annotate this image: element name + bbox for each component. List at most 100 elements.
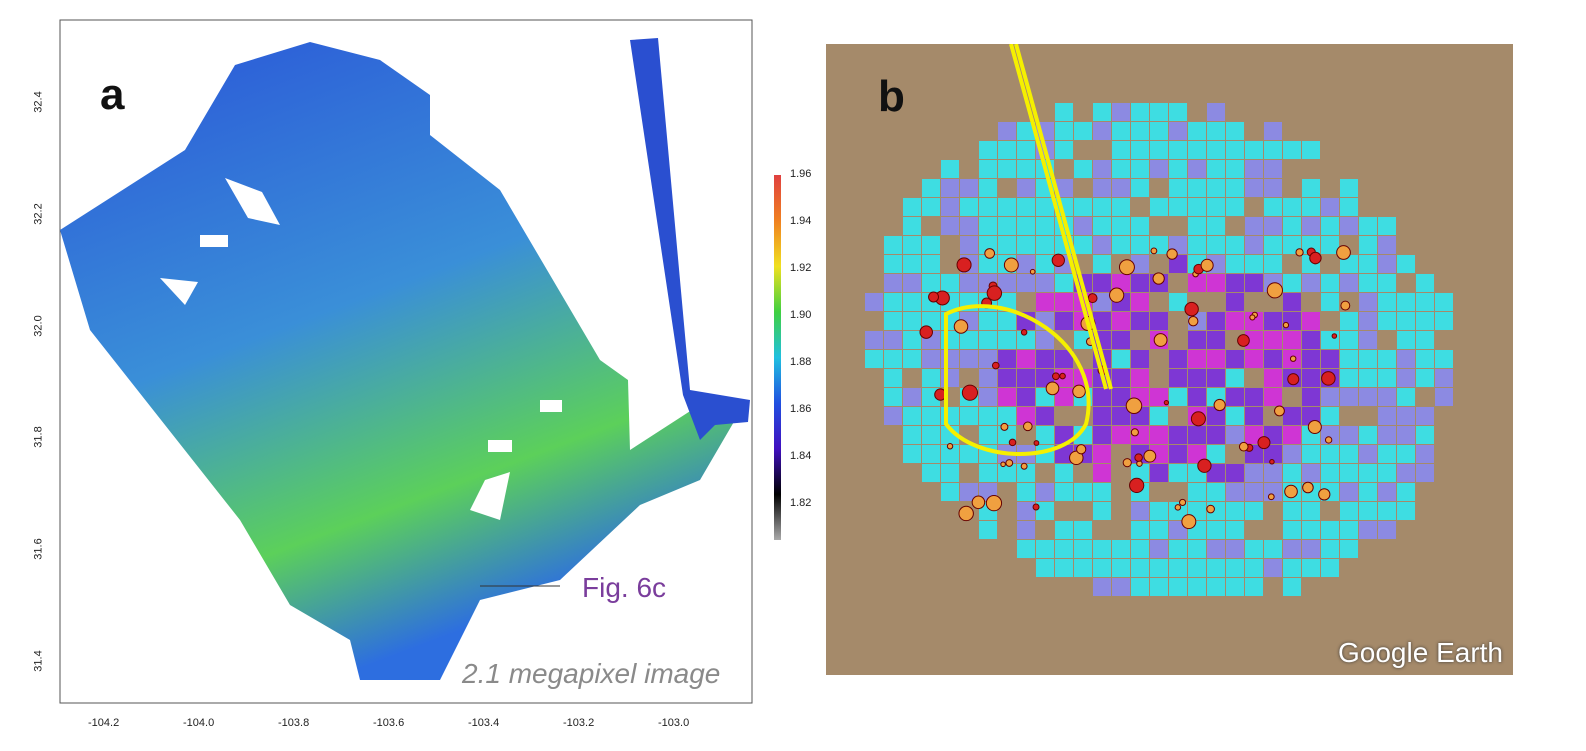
event-marker — [961, 384, 979, 401]
grid-cell — [1207, 198, 1225, 216]
event-marker — [946, 443, 954, 450]
grid-cell — [1283, 445, 1301, 463]
event-marker — [1188, 315, 1199, 327]
event-marker — [1295, 248, 1304, 257]
grid-cell — [1188, 578, 1206, 596]
grid-cell — [1169, 369, 1187, 387]
grid-cell — [1093, 559, 1111, 577]
grid-cell — [903, 426, 921, 444]
event-marker — [1152, 272, 1165, 285]
grid-cell — [1378, 293, 1396, 311]
grid-cell — [960, 445, 978, 463]
grid-cell — [1264, 141, 1282, 159]
google-earth-watermark: Google Earth — [1338, 637, 1503, 668]
grid-cell — [1359, 312, 1377, 330]
grid-cell — [1112, 236, 1130, 254]
event-marker — [1129, 477, 1145, 494]
y-tick-label: 32.0 — [32, 314, 45, 337]
event-marker — [1130, 428, 1139, 437]
grid-cell — [1397, 293, 1415, 311]
grid-cell — [1036, 255, 1054, 273]
grid-cell — [1131, 122, 1149, 140]
grid-cell — [903, 274, 921, 292]
grid-cell — [1169, 578, 1187, 596]
grid-cell — [1226, 502, 1244, 520]
grid-cell — [1226, 426, 1244, 444]
y-tick-label: 32.4 — [32, 91, 45, 113]
grid-cell — [979, 179, 997, 197]
grid-cell — [1302, 445, 1320, 463]
grid-cell — [1055, 141, 1073, 159]
grid-cell — [998, 217, 1016, 235]
grid-cell — [1188, 426, 1206, 444]
grid-cell — [1150, 160, 1168, 178]
grid-cell — [998, 369, 1016, 387]
event-marker — [1269, 459, 1275, 465]
grid-cell — [1017, 464, 1035, 482]
event-marker — [1051, 372, 1060, 381]
grid-cell — [1207, 312, 1225, 330]
grid-cell — [998, 122, 1016, 140]
grid-cell — [979, 369, 997, 387]
grid-cell — [998, 274, 1016, 292]
grid-cell — [1074, 160, 1092, 178]
grid-cell — [1055, 559, 1073, 577]
grid-cell — [922, 274, 940, 292]
grid-cell — [1150, 426, 1168, 444]
grid-cell — [1245, 179, 1263, 197]
event-marker — [953, 319, 969, 334]
event-marker — [1321, 371, 1336, 386]
grid-cell — [1093, 255, 1111, 273]
grid-cell — [1055, 103, 1073, 121]
event-marker — [1020, 462, 1028, 470]
grid-cell — [1169, 350, 1187, 368]
grid-cell — [1226, 369, 1244, 387]
grid-cell — [1321, 445, 1339, 463]
event-marker — [928, 291, 940, 303]
grid-cell — [1131, 312, 1149, 330]
event-marker — [1029, 268, 1036, 275]
grid-cell — [1131, 141, 1149, 159]
grid-cell — [1302, 464, 1320, 482]
grid-cell — [1302, 540, 1320, 558]
grid-cell — [1150, 103, 1168, 121]
grid-cell — [1302, 236, 1320, 254]
grid-cell — [960, 407, 978, 425]
grid-cell — [1131, 179, 1149, 197]
grid-cell — [1131, 559, 1149, 577]
grid-cell — [941, 179, 959, 197]
colorbar-tick-label: 1.84 — [790, 450, 812, 462]
grid-cell — [1416, 407, 1434, 425]
grid-cell — [1055, 521, 1073, 539]
grid-cell — [1017, 217, 1035, 235]
grid-cell — [1112, 559, 1130, 577]
grid-cell — [865, 331, 883, 349]
grid-cell — [1112, 312, 1130, 330]
grid-cell — [1112, 388, 1130, 406]
grid-cell — [1207, 217, 1225, 235]
grid-cell — [1359, 464, 1377, 482]
event-marker — [1003, 257, 1019, 273]
grid-cell — [1169, 559, 1187, 577]
grid-cell — [1055, 426, 1073, 444]
grid-cell — [1169, 179, 1187, 197]
grid-cell — [1188, 331, 1206, 349]
panel-a-plot — [59, 19, 753, 704]
grid-cell — [1150, 312, 1168, 330]
grid-cell — [1169, 502, 1187, 520]
grid-cell — [1397, 445, 1415, 463]
grid-cell — [1207, 521, 1225, 539]
grid-cell — [903, 236, 921, 254]
grid-cell — [1131, 217, 1149, 235]
grid-cell — [1283, 331, 1301, 349]
grid-cell — [1435, 293, 1453, 311]
grid-cell — [960, 198, 978, 216]
event-marker — [1072, 384, 1086, 399]
grid-cell — [1226, 559, 1244, 577]
data-strip — [630, 38, 750, 440]
grid-cell — [1112, 274, 1130, 292]
grid-cell — [1302, 179, 1320, 197]
megapixel-caption: 2.1 megapixel image — [462, 658, 721, 689]
grid-cell — [903, 407, 921, 425]
x-tick-label: -104.0 — [183, 717, 215, 729]
